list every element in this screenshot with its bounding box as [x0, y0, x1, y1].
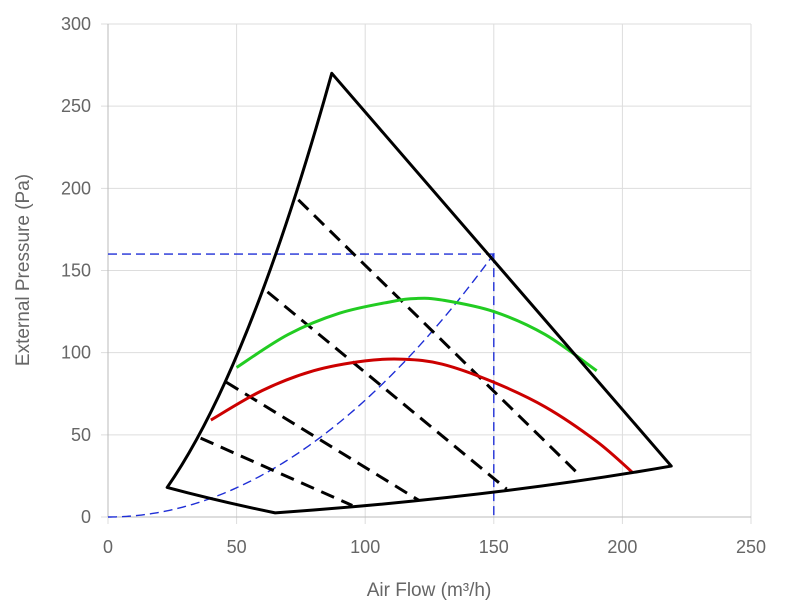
y-tick-label: 50 [71, 425, 91, 445]
y-tick-label: 250 [61, 96, 91, 116]
x-axis-title: Air Flow (m³/h) [367, 580, 492, 601]
x-tick-label: 50 [227, 537, 247, 557]
y-tick-label: 100 [61, 343, 91, 363]
axes: 0 50 100 150 200 250 0 50 100 150 200 250 300 [61, 14, 766, 557]
x-tick-label: 0 [103, 537, 113, 557]
y-tick-label: 300 [61, 14, 91, 34]
x-tick-label: 150 [479, 537, 509, 557]
grid [101, 23, 752, 524]
y-tick-label: 150 [61, 261, 91, 281]
x-tick-label: 250 [736, 537, 766, 557]
operating-envelope [165, 71, 673, 515]
dashed-2 [266, 290, 508, 491]
y-axis-title: External Pressure (Pa) [13, 174, 34, 366]
red-curve [210, 357, 634, 474]
system-curve [107, 250, 497, 518]
x-tick-label: 100 [350, 537, 380, 557]
y-tick-label: 0 [81, 507, 91, 527]
dashed-4 [199, 436, 353, 507]
dashed-3 [225, 380, 420, 502]
y-tick-label: 200 [61, 178, 91, 198]
green-curve [235, 296, 598, 372]
x-tick-label: 200 [607, 537, 637, 557]
plot-area [107, 71, 673, 518]
